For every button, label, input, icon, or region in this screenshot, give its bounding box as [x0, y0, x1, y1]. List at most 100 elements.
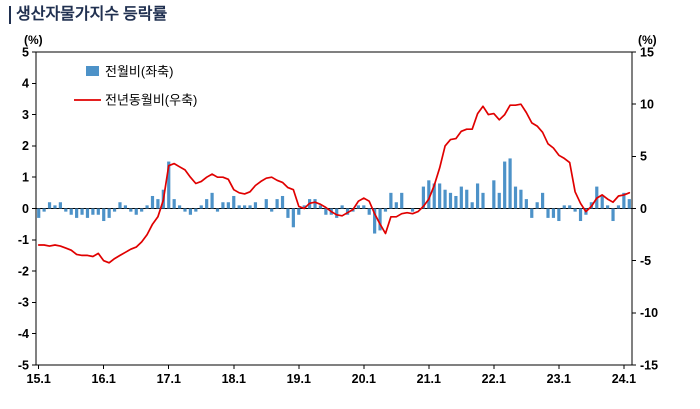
mom-bar [156, 199, 160, 209]
mom-bar [470, 202, 474, 209]
mom-bar [58, 202, 62, 209]
mom-bar [573, 208, 577, 212]
mom-bar [373, 208, 377, 234]
mom-bar [508, 158, 512, 209]
mom-bar [627, 199, 631, 209]
mom-bar [167, 161, 171, 209]
x-tick-label: 23.1 [547, 372, 571, 386]
right-tick-label: 10 [640, 97, 654, 111]
x-tick-label: 15.1 [27, 372, 51, 386]
mom-bar [438, 183, 442, 209]
mom-bar [324, 208, 328, 215]
x-tick-label: 18.1 [222, 372, 246, 386]
mom-bar [248, 205, 252, 209]
mom-bar [280, 195, 285, 209]
mom-bar [568, 205, 572, 209]
x-tick-label: 19.1 [287, 372, 311, 386]
mom-bar [454, 195, 458, 209]
mom-bar [362, 205, 366, 209]
mom-bar [286, 208, 290, 218]
mom-bar [497, 192, 501, 209]
left-tick-label: 5 [22, 45, 29, 59]
mom-bar [383, 208, 388, 212]
mom-bar [410, 208, 415, 212]
mom-bar [237, 205, 241, 209]
mom-bar [530, 208, 534, 218]
mom-bar [562, 205, 566, 209]
left-tick-label: -3 [18, 296, 29, 310]
mom-bar [188, 208, 193, 215]
x-tick-label: 22.1 [482, 372, 506, 386]
x-tick-label: 21.1 [417, 372, 441, 386]
mom-bar [177, 205, 182, 209]
left-tick-label: 4 [22, 77, 29, 91]
mom-bar [340, 205, 344, 209]
mom-bar [578, 208, 583, 222]
mom-bar [118, 202, 122, 209]
mom-bar [42, 208, 46, 212]
mom-bar [302, 205, 306, 209]
mom-bar [400, 192, 404, 209]
mom-bar [64, 208, 68, 212]
left-axis-ticks: 5 4 3 2 1 0 -1 -2 -3 -4 -5 [18, 45, 36, 372]
mom-bar [524, 199, 528, 209]
mom-bar [367, 208, 371, 215]
mom-bar [107, 208, 111, 218]
right-tick-label: -15 [640, 358, 658, 372]
right-tick-label: 15 [640, 45, 654, 59]
mom-bar [221, 202, 225, 209]
left-tick-label: -4 [18, 327, 29, 341]
mom-bar [85, 208, 90, 218]
mom-bar [37, 208, 41, 218]
mom-bar [546, 208, 550, 218]
left-tick-label: 3 [22, 108, 29, 122]
legend-bar-swatch [86, 66, 99, 76]
mom-bar [427, 180, 431, 209]
mom-bar [481, 192, 485, 209]
mom-bar [318, 205, 323, 209]
chart-title: 생산자물가지수 등락률 [9, 6, 167, 25]
mom-bar [102, 208, 106, 222]
right-tick-label: 0 [640, 202, 647, 216]
left-tick-label: -2 [18, 264, 29, 278]
mom-bar [535, 202, 539, 209]
mom-bar [194, 208, 198, 212]
mom-bar [183, 208, 187, 212]
mom-bar [378, 208, 382, 231]
mom-bar [123, 205, 127, 209]
mom-bar [611, 208, 615, 222]
left-tick-label: -1 [18, 233, 29, 247]
mom-bar [345, 208, 350, 215]
mom-bar [600, 195, 604, 209]
mom-bar [475, 183, 480, 209]
mom-bar [96, 208, 100, 215]
mom-bar [297, 208, 301, 215]
mom-bar [205, 199, 209, 209]
mom-bar [356, 205, 360, 209]
right-axis-ticks: 15 10 5 0 -5 -10 -15 [632, 45, 658, 372]
mom-bar [75, 208, 79, 218]
mom-bar [606, 205, 610, 209]
legend-label-mom: 전월비(좌축) [105, 64, 173, 79]
mom-bar [253, 202, 258, 209]
mom-bar [443, 189, 447, 209]
mom-bar [129, 208, 133, 212]
mom-bar [503, 161, 507, 209]
left-tick-label: 0 [22, 202, 29, 216]
mom-bar [291, 208, 295, 228]
x-tick-label: 17.1 [157, 372, 181, 386]
x-tick-label: 20.1 [352, 372, 376, 386]
mom-bar [172, 199, 176, 209]
mom-bar [210, 192, 214, 209]
mom-bar [313, 199, 317, 209]
mom-bar [541, 192, 545, 209]
mom-bar [421, 186, 425, 209]
mom-bar [215, 208, 220, 212]
yoy-line [37, 103, 631, 264]
mom-bar [150, 195, 155, 209]
mom-bar [616, 205, 621, 209]
left-tick-label: 1 [22, 171, 29, 185]
mom-bar [394, 202, 398, 209]
mom-bar [199, 205, 203, 209]
